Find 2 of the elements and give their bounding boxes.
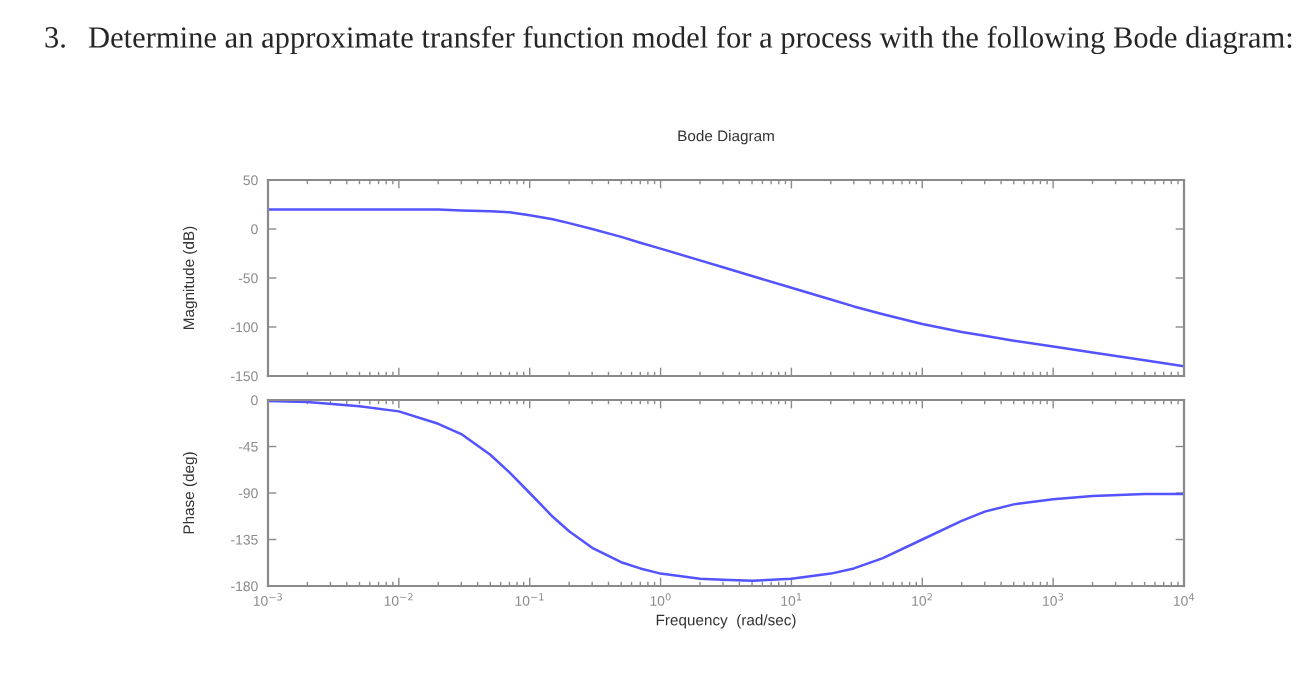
text: 3. — [45, 27, 65, 48]
text: Determine an approximate transfer function model for a process with the following Bode diagram: — [88, 26, 1292, 55]
